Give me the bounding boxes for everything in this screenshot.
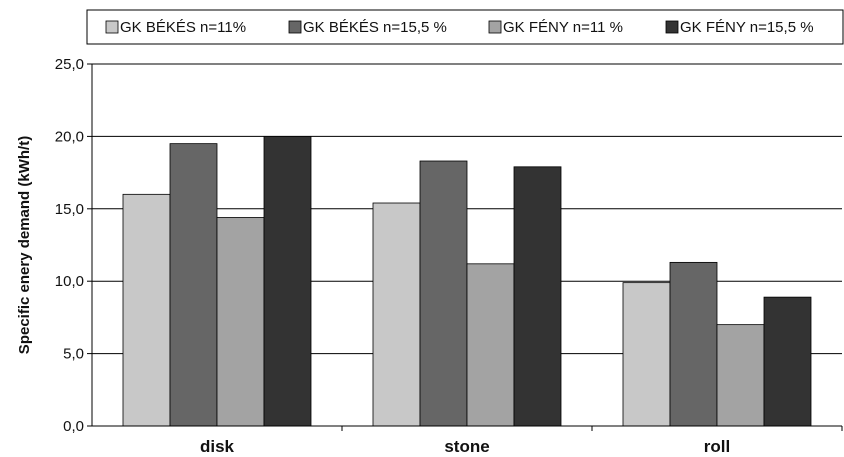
legend-item: GK FÉNY n=11 %: [488, 19, 623, 36]
legend-swatch: [665, 20, 679, 34]
y-tick-label: 25,0: [55, 56, 84, 73]
y-axis-label: Specific enery demand (kWh/t): [16, 136, 33, 354]
axes: [91, 64, 843, 431]
bar: [372, 202, 421, 427]
y-tick-label: 15,0: [55, 201, 84, 218]
bar: [169, 143, 218, 427]
legend-label: GK BÉKÉS n=11%: [120, 19, 246, 36]
bar: [263, 135, 312, 427]
bar: [669, 261, 718, 427]
legend-label: GK BÉKÉS n=15,5 %: [303, 19, 447, 36]
legend-swatch: [288, 20, 302, 34]
bar: [622, 282, 671, 427]
legend-label: GK FÉNY n=11 %: [503, 19, 623, 36]
legend-swatch: [105, 20, 119, 34]
bar: [419, 160, 468, 427]
bar: [122, 193, 171, 427]
y-tick-label: 20,0: [55, 128, 84, 145]
bar: [216, 217, 265, 427]
legend-box: [86, 9, 844, 45]
y-tick-label: 0,0: [63, 418, 84, 435]
bar: [763, 296, 812, 427]
x-tick-label: disk: [200, 437, 235, 456]
bar: [466, 263, 515, 427]
x-tick-labels: disk stone roll: [200, 437, 730, 456]
legend-label: GK FÉNY n=15,5 %: [680, 19, 814, 36]
x-tick-label: stone: [444, 437, 489, 456]
bar: [716, 324, 765, 427]
legend-item: GK BÉKÉS n=15,5 %: [288, 19, 447, 36]
bars: [122, 135, 812, 427]
y-tick-label: 5,0: [63, 346, 84, 363]
legend: GK BÉKÉS n=11% GK BÉKÉS n=15,5 % GK FÉNY…: [86, 9, 844, 45]
legend-item: GK BÉKÉS n=11%: [105, 19, 246, 36]
y-tick-labels: 0,0 5,0 10,0 15,0 20,0 25,0: [55, 56, 84, 435]
y-tick-label: 10,0: [55, 273, 84, 290]
legend-item: GK FÉNY n=15,5 %: [665, 19, 814, 36]
legend-swatch: [488, 20, 502, 34]
bar: [513, 166, 562, 427]
x-tick-label: roll: [704, 437, 730, 456]
